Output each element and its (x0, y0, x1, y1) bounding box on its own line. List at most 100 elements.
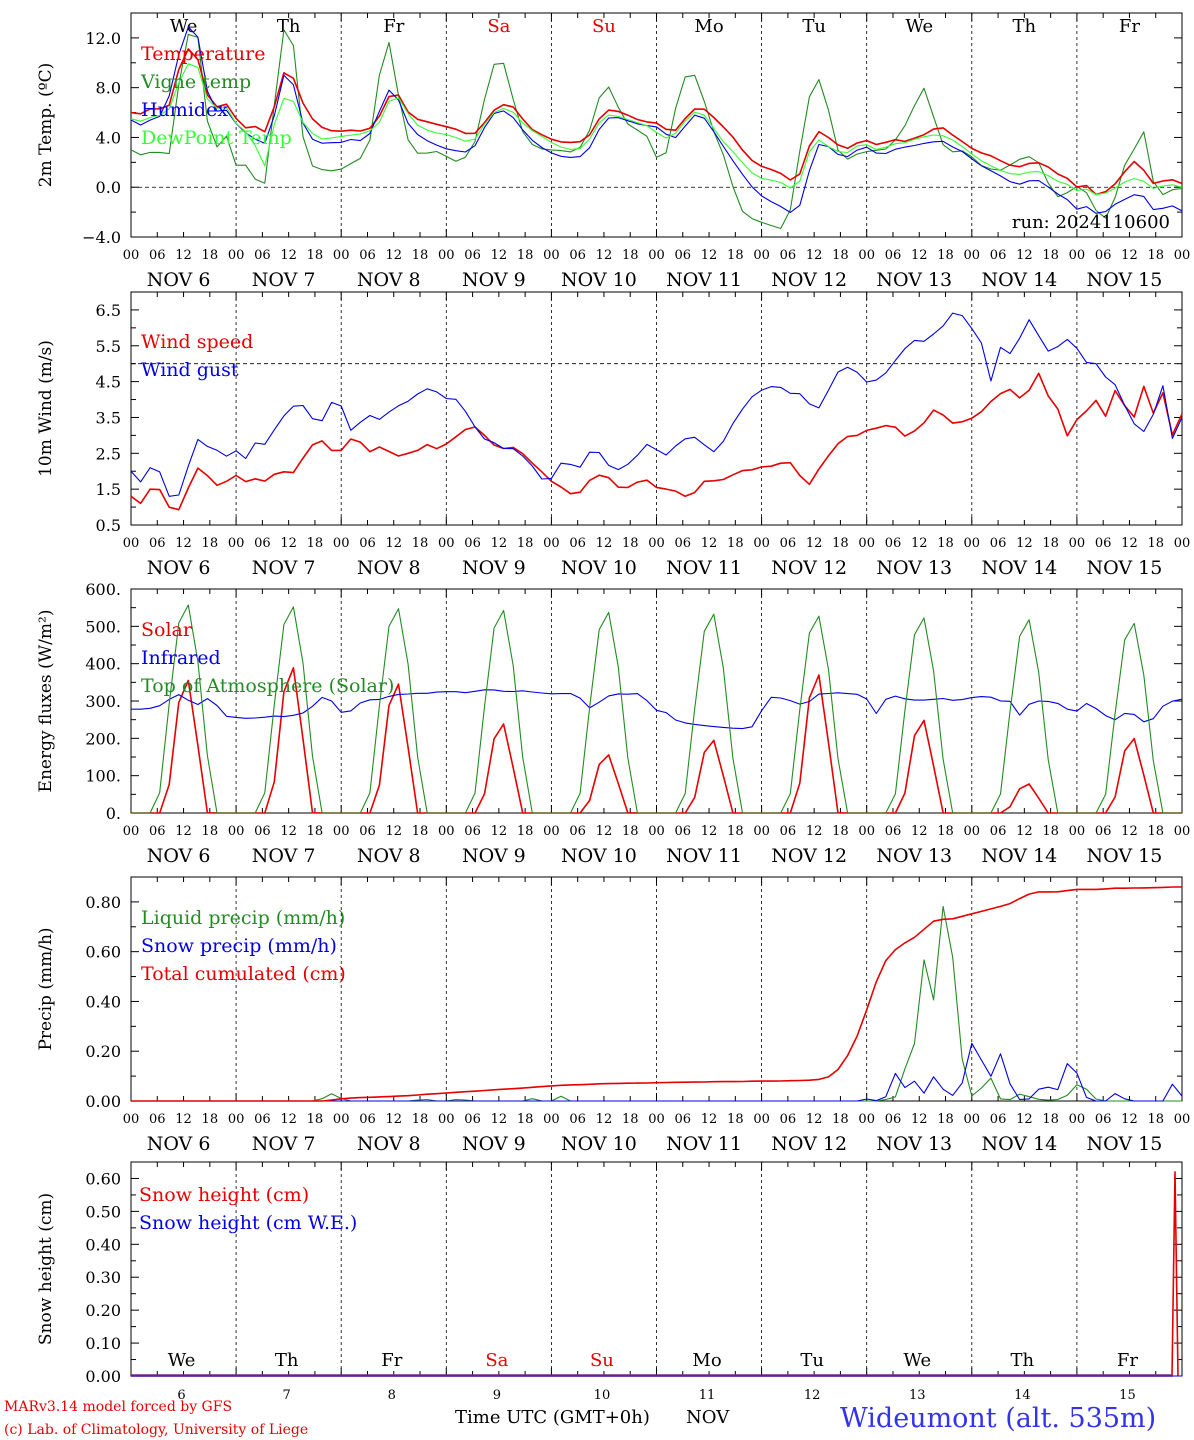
hour-tick-label: 12 (491, 1112, 508, 1127)
legend-entry: Infrared (141, 647, 221, 669)
series-line-dewpoint-temp (130, 63, 1183, 196)
y-tick-label: 6.5 (96, 301, 121, 320)
panel-3: 600. 500. 400. 300. 200. 100. 0. Energy fluxes … (36, 580, 1190, 867)
hour-tick-label: 12 (806, 824, 823, 839)
date-label: NOV 10 (561, 269, 637, 291)
hour-tick-label: 18 (832, 248, 849, 263)
hour-tick-label: 00 (333, 1112, 350, 1127)
hour-tick-label: 12 (701, 536, 718, 551)
y-axis-label: Snow height (cm) (36, 1193, 56, 1345)
day-number: 8 (388, 1388, 396, 1403)
hour-tick-label: 18 (412, 1112, 429, 1127)
hour-tick-label: 00 (543, 536, 560, 551)
y-tick-label: 0.00 (85, 1367, 121, 1386)
date-label: NOV 8 (357, 845, 421, 867)
hour-tick-label: 12 (911, 248, 928, 263)
hour-tick-label: 06 (569, 1112, 586, 1127)
hour-tick-label: 18 (1042, 248, 1059, 263)
day-name: Fr (1117, 1350, 1138, 1371)
legend-entry: Snow height (cm) (139, 1184, 309, 1206)
hour-tick-label: 18 (937, 248, 954, 263)
hour-tick-label: 18 (937, 1112, 954, 1127)
hour-tick-label: 06 (149, 536, 166, 551)
legend-entry: Total cumulated (cm) (141, 963, 346, 985)
hour-tick-label: 06 (254, 824, 271, 839)
day-name: Th (1013, 16, 1037, 37)
date-label: NOV 6 (147, 557, 211, 579)
y-tick-label: 0.40 (85, 992, 121, 1011)
hour-tick-label: 12 (701, 824, 718, 839)
hour-tick-label: 06 (149, 1112, 166, 1127)
hour-tick-label: 12 (701, 248, 718, 263)
day-name: Mo (692, 1350, 721, 1371)
hour-tick-label: 12 (596, 248, 613, 263)
hour-tick-label: 18 (1147, 824, 1164, 839)
hour-tick-label: 18 (937, 824, 954, 839)
day-name: Su (590, 1350, 614, 1371)
hour-tick-label: 18 (1042, 1112, 1059, 1127)
date-label: NOV 8 (357, 557, 421, 579)
legend-entry: Wind gust (141, 359, 239, 381)
legend-entry: Wind speed (141, 331, 253, 353)
hour-tick-label: 00 (1174, 824, 1191, 839)
hour-tick-label: 00 (753, 248, 770, 263)
panel-4: 0.80 0.60 0.40 0.20 0.00 Precip (mm/h) Liquid … (36, 876, 1190, 1155)
hour-tick-label: 06 (675, 536, 692, 551)
date-label: NOV 13 (876, 269, 952, 291)
hour-tick-label: 12 (701, 1112, 718, 1127)
hour-tick-label: 18 (307, 1112, 324, 1127)
hour-tick-label: 18 (307, 536, 324, 551)
day-name: Th (275, 1350, 299, 1371)
hour-tick-label: 06 (780, 1112, 797, 1127)
hour-tick-label: 12 (1016, 248, 1033, 263)
panel-2: 6.5 5.5 4.5 3.5 2.5 1.5 0.5 10m Wind (m/s) Wind … (36, 291, 1190, 579)
hour-tick-label: 18 (727, 824, 744, 839)
credit-model: MARv3.14 model forced by GFS (4, 1399, 232, 1415)
x-axis-title: Time UTC (GMT+0h) (455, 1407, 650, 1428)
hour-tick-label: 00 (123, 824, 140, 839)
series-line-total-cumulated-cm- (131, 886, 1182, 1102)
date-label: NOV 7 (252, 845, 316, 867)
series-line-top-of-atmosphere-solar- (131, 604, 1182, 814)
hour-tick-label: 12 (175, 824, 192, 839)
hour-tick-label: 06 (359, 1112, 376, 1127)
hour-tick-label: 06 (885, 248, 902, 263)
hour-tick-label: 18 (832, 536, 849, 551)
hour-tick-label: 00 (123, 536, 140, 551)
hour-tick-label: 00 (1069, 536, 1086, 551)
hour-tick-label: 00 (858, 536, 875, 551)
series-line-wind-gust (130, 312, 1183, 497)
date-label: NOV 15 (1087, 845, 1163, 867)
hour-tick-label: 12 (1121, 1112, 1138, 1127)
hour-tick-label: 00 (543, 248, 560, 263)
day-name: Sa (485, 1350, 508, 1371)
hour-tick-label: 00 (964, 824, 981, 839)
y-tick-label: −4.0 (82, 228, 121, 247)
hour-tick-label: 18 (412, 824, 429, 839)
hour-tick-label: 06 (885, 824, 902, 839)
date-label: NOV 12 (771, 269, 847, 291)
panels: 12.0 8.0 4.0 0.0 −4.0 2m Temp. (ºC) We Th Fr Sa Su… (36, 12, 1191, 1403)
hour-tick-label: 18 (1042, 824, 1059, 839)
day-number: 11 (699, 1388, 716, 1403)
y-tick-label: 400. (85, 655, 121, 674)
hour-tick-label: 00 (1174, 248, 1191, 263)
hour-tick-label: 06 (254, 248, 271, 263)
y-tick-label: 300. (85, 692, 121, 711)
hour-tick-label: 12 (491, 824, 508, 839)
date-label: NOV 9 (462, 1133, 526, 1155)
hour-tick-label: 06 (885, 536, 902, 551)
hour-tick-label: 18 (937, 536, 954, 551)
date-label: NOV 10 (561, 1133, 637, 1155)
date-label: NOV 7 (252, 1133, 316, 1155)
hour-tick-label: 12 (280, 1112, 297, 1127)
hour-tick-label: 06 (569, 248, 586, 263)
day-number: 6 (177, 1388, 185, 1403)
hour-tick-label: 18 (202, 248, 219, 263)
hour-tick-label: 00 (438, 824, 455, 839)
hour-tick-label: 00 (753, 824, 770, 839)
date-label: NOV 14 (981, 557, 1057, 579)
hour-tick-label: 18 (517, 1112, 534, 1127)
y-axis-label: 2m Temp. (ºC) (36, 63, 56, 188)
